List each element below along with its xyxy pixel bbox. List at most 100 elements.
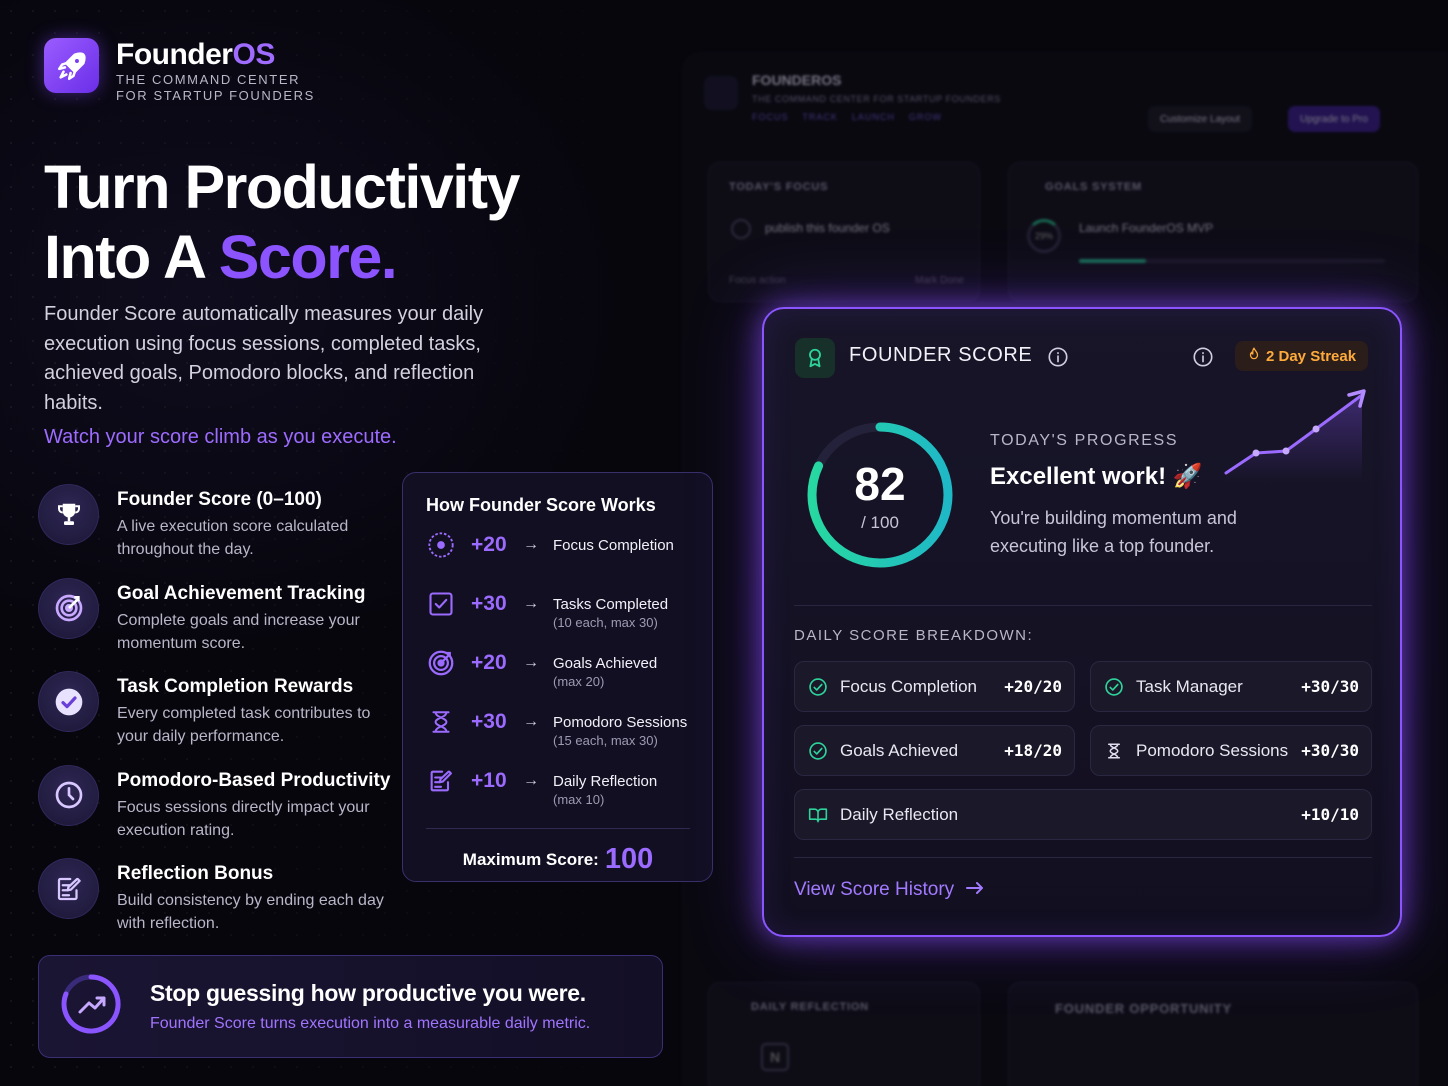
feature-list: Founder Score (0–100) A live execution sc… <box>38 484 398 952</box>
daily-reflection-card: DAILY REFLECTION N <box>708 982 980 1086</box>
check-circle-icon <box>1104 677 1124 697</box>
hourglass-icon <box>426 707 456 737</box>
goals-system-title: GOALS SYSTEM <box>1045 181 1142 193</box>
how-row: +10 → Daily Reflection (max 10) <box>426 766 690 825</box>
feature-desc: Focus sessions directly impact your exec… <box>117 798 370 839</box>
book-icon <box>808 805 828 825</box>
how-row: +20 → Focus Completion <box>426 530 690 589</box>
info-icon[interactable] <box>1047 346 1069 373</box>
focus-item: publish this founder OS <box>765 221 890 235</box>
feature-item: Reflection Bonus Build consistency by end… <box>38 858 398 952</box>
view-score-history-link[interactable]: View Score History <box>794 879 984 901</box>
how-sub: (15 each, max 30) <box>553 733 658 748</box>
how-label: Goals Achieved <box>553 655 658 672</box>
founder-opportunity-card: FOUNDER OPPORTUNITY <box>1008 982 1418 1086</box>
target-icon <box>38 577 99 639</box>
dashboard-nav-item[interactable]: LAUNCH <box>851 112 895 122</box>
breakdown-value: +10/10 <box>1301 805 1359 824</box>
how-title: How Founder Score Works <box>426 495 656 515</box>
how-sub: (10 each, max 30) <box>553 615 658 630</box>
customize-layout-button[interactable]: Customize Layout <box>1148 106 1253 132</box>
view-score-history-label: View Score History <box>794 879 955 900</box>
breakdown-goals-achieved: Goals Achieved +18/20 <box>794 725 1075 776</box>
breakdown-value: +20/20 <box>1004 677 1062 696</box>
hourglass-icon <box>1104 741 1124 761</box>
arrow-right-icon <box>966 879 984 901</box>
feature-desc: Build consistency by ending each day wit… <box>117 892 384 932</box>
how-row: +30 → Tasks Completed (10 each, max 30) <box>426 589 690 648</box>
how-label: Daily Reflection <box>553 773 658 790</box>
breakdown-value: +30/30 <box>1301 677 1359 696</box>
goal-name: Launch FounderOS MVP <box>1079 221 1214 235</box>
goals-system-card: GOALS SYSTEM 29% Launch FounderOS MVP <box>1008 162 1418 302</box>
hero-title-accent: Score. <box>218 223 398 291</box>
how-row: +30 → Pomodoro Sessions (15 each, max 30) <box>426 707 690 766</box>
how-label: Pomodoro Sessions <box>553 714 688 731</box>
progress-headline: Excellent work! 🚀 <box>990 463 1203 490</box>
feature-title: Task Completion Rewards <box>117 676 354 697</box>
how-score-works-panel: How Founder Score Works +20 → Focus Comp… <box>402 472 713 882</box>
target-icon <box>426 648 456 678</box>
breakdown-label: Task Manager <box>1136 676 1243 696</box>
mark-done-button[interactable]: Mark Done <box>915 275 964 286</box>
arrow-right-icon: → <box>523 772 539 789</box>
score-value: 82 <box>854 458 906 510</box>
how-row: +20 → Goals Achieved (max 20) <box>426 648 690 707</box>
dashboard-nav-item[interactable]: FOCUS <box>752 112 789 122</box>
goal-progress-ring: 29% <box>1027 219 1061 253</box>
brand: FounderOS THE COMMAND CENTER FOR STARTUP… <box>44 38 315 104</box>
info-icon[interactable] <box>1192 346 1214 373</box>
todays-focus-card: TODAY'S FOCUS publish this founder OS Fo… <box>708 162 980 302</box>
how-sub: (max 20) <box>553 674 605 689</box>
flame-icon <box>1247 346 1261 366</box>
cta-subtitle: Founder Score turns execution into a mea… <box>150 1015 591 1032</box>
feature-title: Goal Achievement Tracking <box>117 582 366 604</box>
brand-tagline-1: THE COMMAND CENTER <box>116 72 301 87</box>
feature-item: Goal Achievement Tracking Complete goals … <box>38 577 398 672</box>
upgrade-label: Upgrade to Pro <box>1300 113 1368 125</box>
brand-tagline-2: FOR STARTUP FOUNDERS <box>116 88 315 103</box>
arrow-right-icon: → <box>523 713 539 730</box>
breakdown-label: Goals Achieved <box>840 740 959 760</box>
check-circle-icon <box>38 671 99 732</box>
score-max: / 100 <box>861 513 899 532</box>
trend-up-icon <box>59 972 123 1041</box>
trend-chart-icon <box>1224 389 1366 481</box>
cta-banner: Stop guessing how productive you were. F… <box>38 955 663 1058</box>
max-score: Maximum Score: 100 <box>426 843 690 876</box>
feature-item: Founder Score (0–100) A live execution sc… <box>38 484 398 578</box>
how-points: +30 <box>471 592 507 615</box>
founder-opportunity-title: FOUNDER OPPORTUNITY <box>1055 1001 1232 1016</box>
score-ring-progress <box>807 422 953 568</box>
feature-desc: A live execution score calculated throug… <box>117 518 349 558</box>
dashboard-nav-item[interactable]: TRACK <box>802 112 838 122</box>
goal-percent: 29% <box>1034 231 1053 241</box>
rocket-icon <box>44 38 99 93</box>
customize-layout-label: Customize Layout <box>1160 113 1241 125</box>
how-points: +30 <box>471 710 507 733</box>
score-card-title: FOUNDER SCORE <box>849 344 1033 366</box>
dashboard-nav-item[interactable]: GROW <box>908 112 942 122</box>
hero-link[interactable]: Watch your score climb as you execute. <box>44 426 397 448</box>
breakdown-label: Daily Reflection <box>840 804 959 824</box>
how-label: Tasks Completed <box>553 596 669 613</box>
hero-title: Turn Productivity Into A Score. <box>44 152 520 292</box>
feature-item: Pomodoro-Based Productivity Focus session… <box>38 764 398 859</box>
edit-note-icon <box>38 858 99 919</box>
divider <box>794 605 1372 606</box>
brand-name-main: Founder <box>116 38 233 71</box>
feature-item: Task Completion Rewards Every completed t… <box>38 671 398 765</box>
progress-label: TODAY'S PROGRESS <box>990 432 1179 449</box>
focus-checkbox[interactable] <box>731 219 751 239</box>
arrow-right-icon: → <box>523 595 539 612</box>
edit-note-icon <box>426 766 456 796</box>
award-icon <box>795 338 835 378</box>
upgrade-button[interactable]: Upgrade to Pro <box>1288 106 1380 132</box>
dashboard-logo <box>704 76 738 110</box>
streak-badge: 2 Day Streak <box>1235 341 1369 371</box>
feature-title: Pomodoro-Based Productivity <box>117 769 391 791</box>
divider <box>426 828 690 829</box>
how-label: Focus Completion <box>553 537 674 554</box>
brand-name-accent: OS <box>232 38 276 71</box>
max-score-value: 100 <box>604 843 654 875</box>
